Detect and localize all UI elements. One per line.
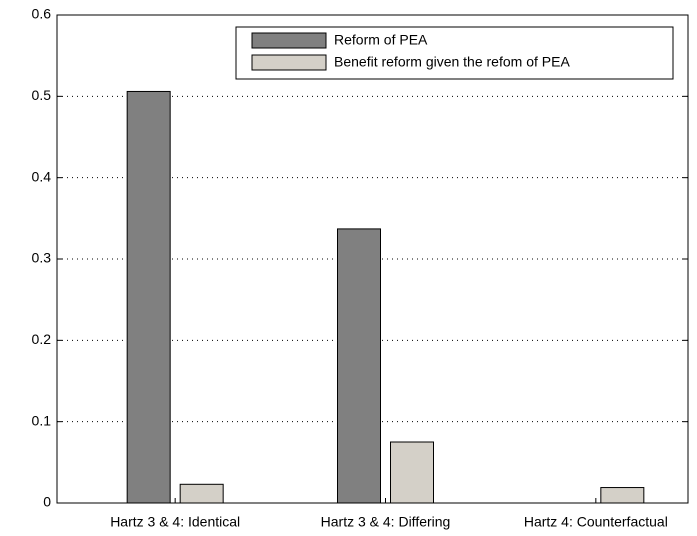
x-tick-label: Hartz 4: Counterfactual [524,514,668,530]
y-tick-label: 0 [43,494,51,510]
bar [126,90,171,504]
legend-label: Benefit reform given the refom of PEA [334,54,570,70]
y-tick-label: 0.6 [32,6,52,22]
y-tick-label: 0.2 [32,331,52,347]
bar [390,441,434,504]
bar [179,483,224,504]
x-tick-label: Hartz 3 & 4: Identical [110,514,240,530]
bar [337,228,381,504]
bar [600,487,645,504]
y-tick-label: 0.4 [32,168,52,184]
y-tick-label: 0.1 [32,412,52,428]
x-tick-label: Hartz 3 & 4: Differing [321,514,451,530]
y-tick-label: 0.3 [32,250,52,266]
legend-label: Reform of PEA [334,32,428,48]
legend-swatch [251,54,327,71]
y-tick-label: 0.5 [32,87,52,103]
legend-swatch [251,32,327,49]
